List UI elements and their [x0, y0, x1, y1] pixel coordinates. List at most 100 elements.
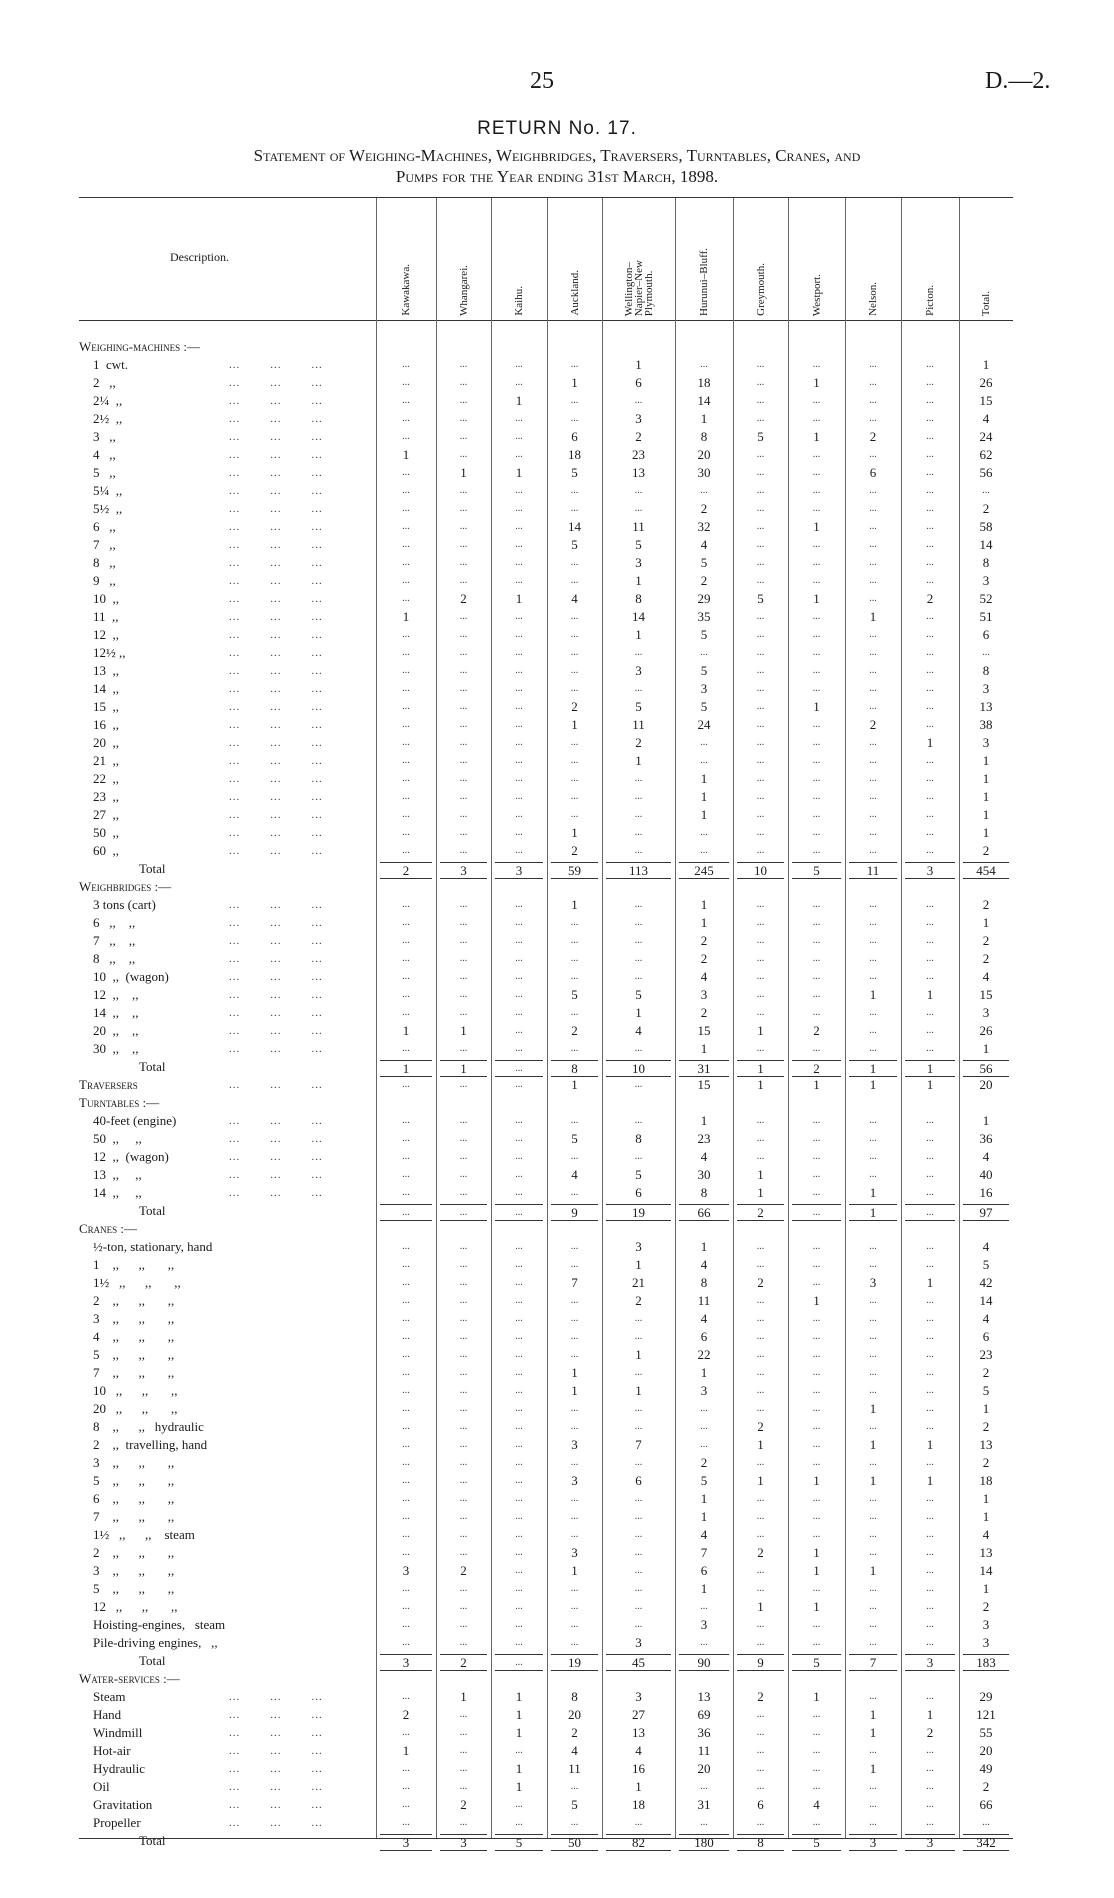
- table-cell: 23: [632, 447, 645, 462]
- table-cell: ...: [634, 1601, 643, 1612]
- table-cell: 1: [813, 1563, 820, 1578]
- table-cell: ...: [515, 521, 523, 532]
- leader-dots: ... ... ...: [229, 593, 323, 605]
- table-cell: ...: [756, 413, 765, 424]
- table-cell: 52: [979, 591, 993, 606]
- table-cell: ...: [926, 1241, 934, 1252]
- table-row: 8 ,, ,, hydraulic.................. 2....…: [79, 1418, 1013, 1436]
- table-cell: ...: [459, 1043, 468, 1054]
- table-cell: ...: [812, 1349, 821, 1360]
- table-cell: 82: [606, 1834, 671, 1851]
- table-cell: 10: [737, 862, 784, 879]
- table-cell: ...: [459, 1007, 468, 1018]
- table-cell: ...: [402, 1043, 410, 1054]
- table-cell: ...: [869, 899, 877, 910]
- column-header: Hurunui–Bluff.: [675, 204, 733, 316]
- table-cell: ...: [869, 1529, 877, 1540]
- table-cell: ...: [926, 539, 934, 550]
- table-row: 2½ ,, ... ... ............... 3 1..........…: [79, 410, 1013, 428]
- table-cell: ...: [402, 1403, 410, 1414]
- table-cell: 2: [757, 1275, 764, 1290]
- table-cell: 1: [460, 1689, 467, 1704]
- table-cell: 4: [700, 1311, 708, 1326]
- row-label: 2 ,,: [93, 375, 116, 390]
- table-cell: ...: [459, 413, 468, 424]
- table-cell: ...: [459, 665, 468, 676]
- row-label: 12 ,, (wagon): [93, 1149, 169, 1164]
- table-cell: ...: [515, 575, 523, 586]
- table-cell: ...: [982, 485, 990, 496]
- table-cell: ...: [515, 503, 523, 514]
- table-cell: ...: [402, 1277, 410, 1288]
- table-cell: 18: [568, 447, 581, 462]
- table-cell: ...: [905, 1204, 955, 1221]
- table-cell: 3: [571, 1437, 578, 1452]
- table-cell: 8: [700, 1185, 708, 1200]
- row-label: 23 ,,: [93, 789, 119, 804]
- table-cell: 10: [606, 1060, 671, 1077]
- table-cell: ...: [926, 1421, 934, 1432]
- table-cell: ...: [459, 1439, 468, 1450]
- table-cell: 2: [982, 951, 990, 966]
- table-cell: ...: [402, 791, 410, 802]
- table-cell: ...: [926, 719, 934, 730]
- row-label: Steam: [93, 1689, 126, 1704]
- table-cell: ...: [926, 971, 934, 982]
- table-cell: ...: [570, 1781, 579, 1792]
- table-cell: 11: [697, 1293, 711, 1308]
- table-row: Gravitation ... ... ...... 2... 5 18 31 6 4....…: [79, 1796, 1013, 1814]
- row-label: 50 ,, ,,: [93, 1131, 142, 1146]
- table-cell: ...: [812, 1619, 821, 1630]
- row-label: 8 ,, ,,: [93, 951, 136, 966]
- table-row: 15 ,, ... ... ............ 2 5 5... 1...... 13: [79, 698, 1013, 716]
- row-label: 5 ,, ,, ,,: [93, 1473, 175, 1488]
- table-cell: ...: [700, 1781, 708, 1792]
- table-cell: ...: [812, 1511, 821, 1522]
- table-cell: 2: [813, 1023, 820, 1038]
- table-cell: ...: [812, 827, 821, 838]
- table-cell: 13: [979, 1545, 993, 1560]
- table-cell: 7: [849, 1654, 897, 1671]
- table-cell: ...: [634, 1331, 643, 1342]
- table-cell: ...: [570, 1295, 579, 1306]
- leader-dots: ... ... ...: [229, 1781, 323, 1793]
- leader-dots: ... ... ...: [229, 395, 323, 407]
- row-label: 1½ ,, ,, ,,: [93, 1275, 181, 1290]
- column-divider: [547, 198, 548, 1838]
- leader-dots: ... ... ...: [229, 683, 323, 695]
- row-label: 12 ,, ,, ,,: [93, 1599, 178, 1614]
- table-cell: ...: [869, 1313, 877, 1324]
- table-cell: ...: [459, 1601, 468, 1612]
- table-cell: 3: [700, 1383, 708, 1398]
- table-cell: 1: [849, 1060, 897, 1077]
- table-cell: 6: [635, 1473, 642, 1488]
- table-cell: ...: [570, 665, 579, 676]
- table-cell: ...: [459, 431, 468, 442]
- table-cell: ...: [515, 1511, 523, 1522]
- table-cell: ...: [402, 1259, 410, 1270]
- table-cell: 5: [635, 1167, 642, 1182]
- table-cell: ...: [402, 1349, 410, 1360]
- table-cell: ...: [926, 1403, 934, 1414]
- table-cell: ...: [812, 1781, 821, 1792]
- table-cell: 20: [979, 1077, 993, 1092]
- table-cell: 8: [982, 555, 990, 570]
- table-cell: 2: [757, 1545, 764, 1560]
- table-cell: 51: [979, 609, 993, 624]
- table-cell: ...: [402, 1079, 410, 1090]
- table-cell: ...: [869, 503, 877, 514]
- table-cell: ...: [812, 1763, 821, 1774]
- table-cell: ...: [926, 755, 934, 766]
- table-cell: ...: [700, 1601, 708, 1612]
- table-cell: 2: [792, 1060, 841, 1077]
- table-cell: ...: [515, 719, 523, 730]
- table-cell: 1: [635, 753, 642, 768]
- table-cell: ...: [402, 1547, 410, 1558]
- table-cell: ...: [700, 1637, 708, 1648]
- table-cell: 15: [697, 1077, 711, 1092]
- table-cell: 4: [982, 411, 990, 426]
- table-cell: ...: [515, 1115, 523, 1126]
- table-cell: 14: [697, 393, 711, 408]
- section-header-row: Weighbridges :—: [79, 878, 1013, 896]
- table-cell: 5: [571, 1131, 578, 1146]
